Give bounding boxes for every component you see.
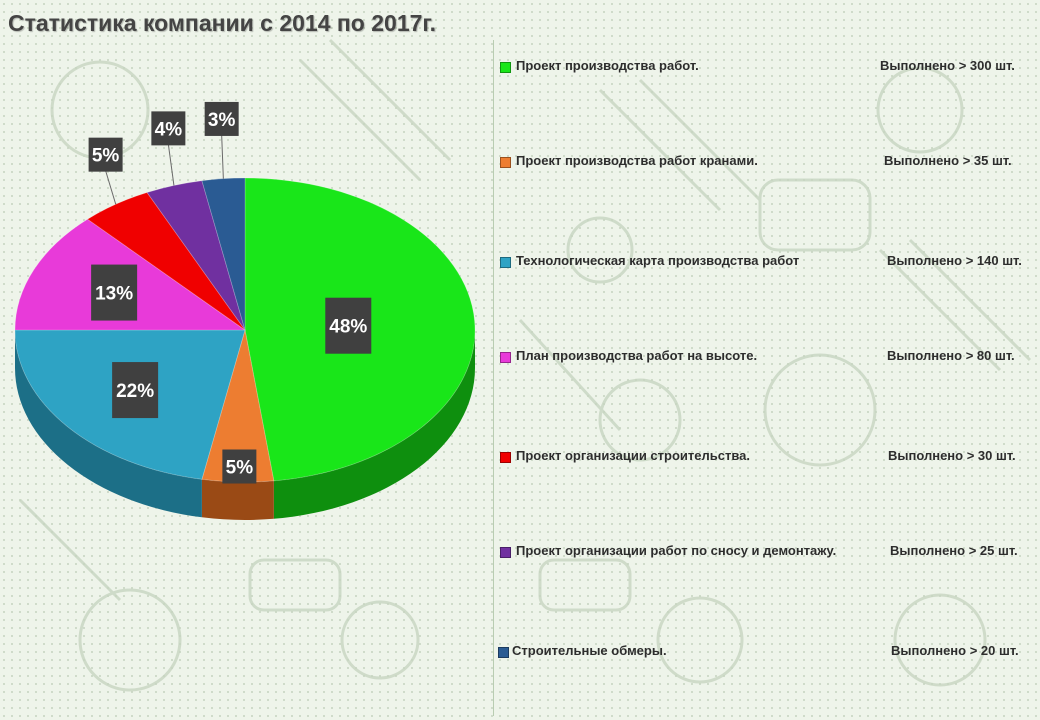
pie-slice-5 — [146, 180, 246, 331]
pie-slice-side-0 — [273, 330, 475, 519]
legend-label: План производства работ на высоте. — [516, 348, 758, 363]
legend-count: Выполнено > 30 шт. — [888, 448, 1016, 463]
pie-data-label-4: 5% — [88, 137, 123, 172]
legend-item: План производства работ на высоте. Выполн… — [494, 348, 1034, 370]
pie-leader-line-6 — [221, 134, 224, 179]
pie-data-label-0: 48% — [325, 297, 372, 354]
legend-count: Выполнено > 20 шт. — [891, 643, 1019, 658]
legend-swatch — [500, 547, 511, 558]
legend-swatch — [500, 352, 511, 363]
pie-data-label-text-6: 3% — [208, 110, 236, 131]
legend-swatch — [500, 257, 511, 268]
legend-label: Проект организации строительства. — [516, 448, 750, 463]
pie-data-label-5: 4% — [151, 111, 186, 146]
pie-chart: 48% 5% 22% 13% 5% 4% 3% — [14, 101, 476, 520]
legend-count: Выполнено > 140 шт. — [887, 253, 1022, 268]
pie-leader-line-4 — [105, 170, 117, 205]
pie-data-label-3: 13% — [91, 264, 138, 321]
pie-leader-line-5 — [167, 144, 175, 186]
pie-data-label-6: 3% — [204, 101, 239, 136]
pie-data-label-1: 5% — [222, 449, 257, 484]
legend-item: Проект производства работ кранами. Выполн… — [494, 153, 1034, 175]
pie-slice-side-1 — [201, 479, 274, 520]
pie-data-label-text-1: 5% — [226, 458, 254, 479]
legend-count: Выполнено > 25 шт. — [890, 543, 1018, 558]
legend-swatch — [500, 157, 511, 168]
pie-data-label-text-4: 5% — [92, 146, 120, 167]
legend-count: Выполнено > 300 шт. — [880, 58, 1015, 73]
pie-slice-side-2 — [15, 330, 202, 518]
legend-label: Технологическая карта производства работ — [516, 253, 800, 268]
legend-swatch — [500, 452, 511, 463]
legend-label: Проект производства работ. — [516, 58, 699, 73]
legend-swatch — [500, 62, 511, 73]
pie-data-label-text-0: 48% — [329, 317, 367, 338]
pie-data-label-text-5: 4% — [155, 119, 183, 140]
legend-item: Строительные обмеры. Выполнено > 20 шт. — [494, 643, 1034, 665]
pie-data-label-2: 22% — [112, 362, 159, 419]
legend-item: Проект производства работ. Выполнено > 30… — [494, 58, 1034, 80]
legend-item: Технологическая карта производства работ… — [494, 253, 1034, 275]
legend-label: Проект организации работ по сносу и демо… — [516, 543, 837, 558]
legend-label: Строительные обмеры. — [512, 643, 667, 658]
legend-item: Проект организации строительства. Выполне… — [494, 448, 1034, 470]
legend-label: Проект производства работ кранами. — [516, 153, 758, 168]
legend-item: Проект организации работ по сносу и демо… — [494, 543, 1034, 565]
chart-title: Статистика компании с 2014 по 2017г. — [8, 10, 437, 36]
legend-count: Выполнено > 80 шт. — [887, 348, 1015, 363]
legend-count: Выполнено > 35 шт. — [884, 153, 1012, 168]
pie-data-label-text-2: 22% — [116, 381, 154, 402]
legend: Проект производства работ. Выполнено > 30… — [493, 40, 1034, 716]
pie-data-label-text-3: 13% — [95, 284, 133, 305]
legend-swatch — [498, 647, 509, 658]
